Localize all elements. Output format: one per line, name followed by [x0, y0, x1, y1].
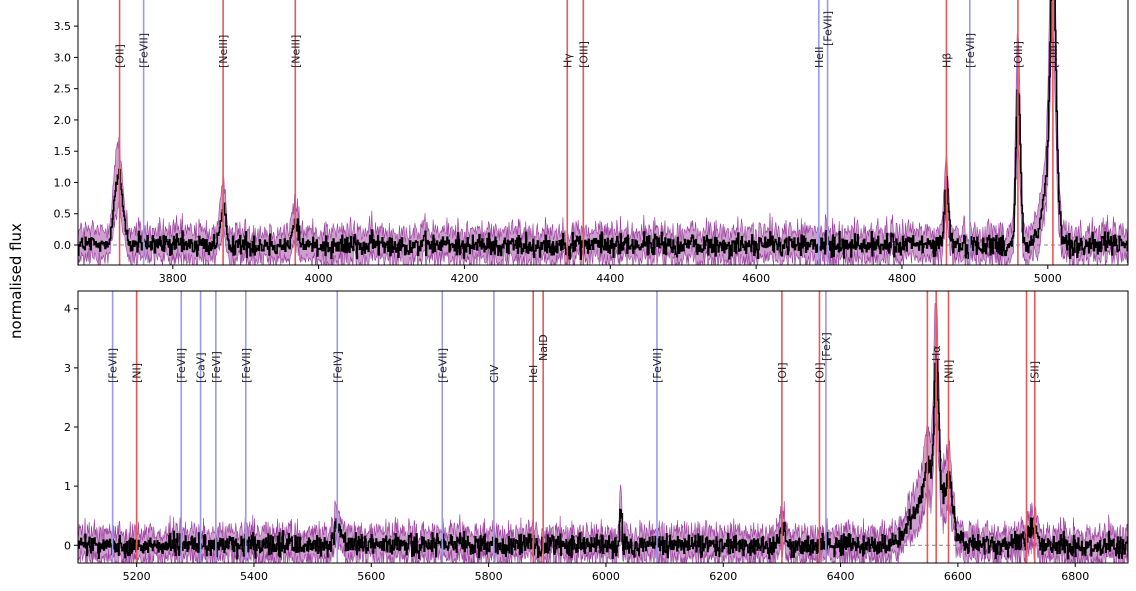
line-label: [FeVII] — [138, 33, 151, 68]
x-tick-label: 6200 — [709, 570, 737, 583]
line-label: HeII — [813, 46, 826, 68]
x-tick-label: 4600 — [742, 272, 770, 285]
y-tick-label: 2.0 — [54, 114, 72, 127]
y-tick-label: 4 — [64, 303, 71, 316]
line-label: [FeVI] — [210, 351, 223, 383]
line-label: [NeIII] — [217, 35, 230, 68]
y-tick-label: 2 — [64, 421, 71, 434]
line-label: [NII] — [943, 360, 956, 383]
line-label: Hγ — [561, 53, 574, 68]
line-label: [FeVII] — [964, 33, 977, 68]
line-label: [OIII] — [577, 41, 590, 68]
y-tick-label: 3.0 — [54, 51, 72, 64]
y-tick-label: 0.0 — [54, 239, 72, 252]
x-tick-label: 4200 — [450, 272, 478, 285]
line-label: CIV — [488, 364, 501, 383]
y-tick-label: 3 — [64, 362, 71, 375]
y-tick-label: 1.5 — [54, 145, 72, 158]
flux-line — [78, 0, 1128, 260]
line-label: [NeIII] — [289, 35, 302, 68]
x-tick-label: 5000 — [1034, 272, 1062, 285]
x-tick-label: 4000 — [305, 272, 333, 285]
line-label: [FeIV] — [331, 351, 344, 383]
x-tick-label: 5800 — [475, 570, 503, 583]
x-tick-label: 6600 — [944, 570, 972, 583]
axes-frame — [77, 290, 1129, 564]
line-label: [OIII] — [1047, 41, 1060, 68]
x-tick-label: 5200 — [123, 570, 151, 583]
x-tick-label: 4800 — [888, 272, 916, 285]
x-tick-label: 5600 — [357, 570, 385, 583]
y-tick-label: 0 — [64, 539, 71, 552]
line-label: [NI] — [131, 363, 144, 383]
panel-1: [OII] [FeVII] [NeIII] [NeIII] Hγ [OIII] HeII[F… — [54, 0, 1129, 285]
line-label: NaID — [537, 334, 550, 361]
line-label: [FeVII] — [240, 348, 253, 383]
x-tick-label: 6000 — [592, 570, 620, 583]
x-tick-label: 4400 — [596, 272, 624, 285]
panel-2: [FeVII] [NI] [FeVII] [CaV] [FeVI] [FeVII] [FeI… — [64, 290, 1129, 583]
y-tick-label: 1 — [64, 480, 71, 493]
axes-frame — [77, 0, 1129, 266]
panels-group: [OII] [FeVII] [NeIII] [NeIII] Hγ [OIII] HeII[F… — [54, 0, 1129, 583]
line-label: [FeX] — [820, 332, 833, 361]
line-label: Hβ — [940, 53, 953, 68]
line-label: [OI] — [813, 363, 826, 384]
line-label: [OI] — [776, 363, 789, 384]
y-tick-label: 2.5 — [54, 83, 72, 96]
line-label: [FeVII] — [651, 348, 664, 383]
line-label: [FeVII] — [175, 348, 188, 383]
line-label: [OIII] — [1012, 41, 1025, 68]
line-label: [SII] — [1029, 361, 1042, 383]
x-tick-label: 5400 — [240, 570, 268, 583]
line-label: [FeVII] — [436, 348, 449, 383]
x-tick-label: 6400 — [827, 570, 855, 583]
x-tick-label: 3800 — [159, 272, 187, 285]
flux-line — [78, 358, 1128, 560]
line-label: [OII] — [114, 44, 127, 68]
line-label: Hα — [930, 345, 943, 361]
line-label: [FeVII] — [107, 348, 120, 383]
plot-area — [78, 0, 1128, 265]
line-label: HeI — [527, 365, 540, 383]
line-label: [FeVII] — [822, 11, 835, 46]
y-axis-label: normalised flux — [7, 223, 25, 339]
y-tick-label: 1.0 — [54, 176, 72, 189]
y-tick-label: 3.5 — [54, 20, 72, 33]
line-label: [CaV] — [195, 352, 208, 383]
x-tick-label: 6800 — [1061, 570, 1089, 583]
plot-area — [78, 291, 1128, 563]
y-tick-label: 0.5 — [54, 208, 72, 221]
